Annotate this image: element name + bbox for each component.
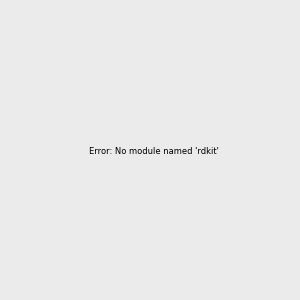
Text: Error: No module named 'rdkit': Error: No module named 'rdkit' [89, 147, 219, 156]
